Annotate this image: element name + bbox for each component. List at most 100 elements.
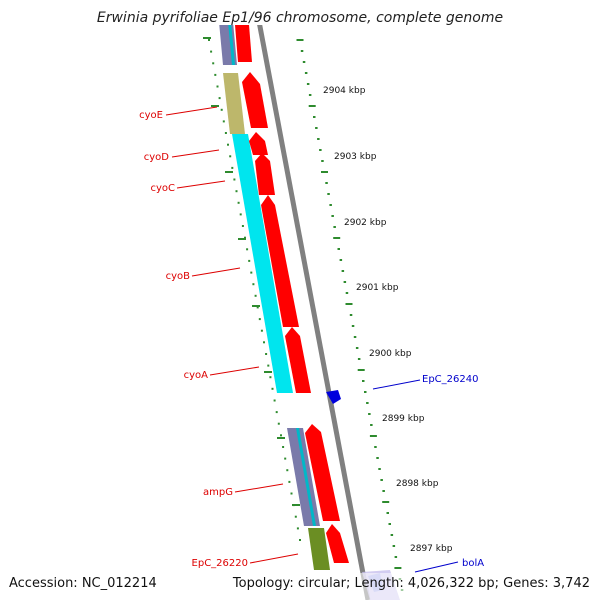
- inner-ruler-tick: [288, 480, 291, 483]
- inner-ruler-major-tick: [238, 238, 246, 240]
- inner-ruler-tick: [246, 248, 249, 251]
- gene-label-cyoD: cyoD: [144, 152, 170, 163]
- inner-ruler-major-tick: [292, 504, 300, 506]
- cds-block-top-stripe: [228, 25, 235, 65]
- inner-ruler-tick: [258, 318, 261, 321]
- gene-EpC_26240-arrow: [326, 390, 341, 404]
- outer-ruler-tick: [355, 347, 359, 349]
- inner-ruler-tick: [273, 399, 276, 402]
- inner-ruler-tick: [229, 155, 232, 158]
- outer-ruler-tick: [394, 567, 402, 569]
- inner-ruler-tick: [216, 85, 219, 88]
- outer-ruler-tick: [368, 413, 371, 415]
- outer-ruler-tick: [308, 94, 312, 96]
- leader-cyoE: [165, 106, 218, 116]
- cds-ampG-stripe: [296, 428, 316, 526]
- inner-ruler-tick: [254, 294, 257, 297]
- leader-EpC_26240: [372, 379, 421, 390]
- outer-ruler-tick: [337, 248, 340, 250]
- outer-ruler-tick: [364, 391, 367, 393]
- inner-ruler-tick: [222, 120, 225, 123]
- map-body: 2904 kbp 2903 kbp 2902 kbp 2901 kbp 2900…: [139, 25, 484, 600]
- outer-ruler-tick: [351, 325, 355, 327]
- outer-ruler-tick: [390, 534, 394, 536]
- inner-ruler-tick: [256, 306, 259, 309]
- gene-label-EpC_26240: EpC_26240: [422, 374, 478, 385]
- outer-ruler-tick: [345, 292, 349, 294]
- inner-ruler-major-tick: [203, 37, 211, 39]
- outer-ruler-tick: [333, 226, 336, 228]
- ruler-label-2897: 2897 kbp: [410, 544, 453, 554]
- outer-ruler-tick: [374, 446, 377, 448]
- outer-ruler-tick: [386, 512, 389, 514]
- ruler-label-2903: 2903 kbp: [334, 152, 377, 162]
- inner-ruler-tick: [265, 353, 268, 355]
- genome-summary-text: Topology: circular; Length: 4,026,322 bp…: [232, 576, 590, 591]
- outer-ruler-tick: [341, 270, 345, 272]
- inner-ruler-major-tick: [277, 437, 285, 439]
- ruler-label-2901: 2901 kbp: [356, 283, 399, 293]
- inner-ruler-tick: [241, 225, 244, 227]
- backbone-line: [257, 25, 371, 600]
- leader-cyoB: [191, 267, 241, 277]
- leader-bolA: [414, 561, 459, 573]
- outer-ruler-tick: [313, 116, 316, 118]
- inner-ruler-tick: [214, 73, 217, 76]
- outer-ruler-tick: [329, 204, 332, 206]
- gene-cyoA-arrow: [285, 327, 311, 393]
- gene-ampG-arrow: [305, 424, 340, 521]
- outer-ruler-tick: [343, 281, 347, 283]
- gene-cyoD-arrow: [249, 132, 268, 155]
- inner-ruler-major-tick: [264, 371, 272, 373]
- outer-ruler-tick: [300, 50, 304, 52]
- gene-label-cyoB: cyoB: [166, 271, 191, 282]
- outer-ruler-tick: [366, 402, 369, 404]
- outer-ruler-tick: [331, 215, 334, 217]
- inner-ruler-tick: [299, 539, 301, 541]
- outer-ruler-tick: [357, 358, 361, 360]
- outer-ruler-tick: [392, 545, 396, 547]
- outer-ruler-tick: [319, 149, 322, 151]
- leader-cyoA: [209, 366, 260, 376]
- gene-cyoB-arrow: [261, 195, 299, 327]
- inner-ruler-tick: [269, 376, 272, 379]
- gene-top-arrow: [235, 25, 252, 62]
- outer-ruler-tick: [308, 105, 316, 107]
- kbp-ruler: [203, 37, 404, 591]
- outer-ruler-tick: [302, 61, 306, 63]
- inner-ruler-tick: [227, 143, 229, 146]
- inner-ruler-tick: [294, 515, 297, 518]
- inner-ruler-tick: [235, 190, 238, 193]
- gene-label-cyoE: cyoE: [139, 110, 163, 121]
- leader-cyoC: [176, 180, 226, 189]
- leader-ampG: [234, 483, 284, 493]
- inner-ruler-tick: [290, 492, 293, 495]
- outer-ruler-tick: [321, 171, 328, 173]
- outer-ruler-tick: [378, 468, 381, 470]
- outer-ruler-tick: [380, 479, 383, 481]
- inner-ruler-tick: [218, 97, 221, 100]
- inner-ruler-tick: [267, 364, 270, 367]
- inner-ruler-tick: [280, 434, 282, 437]
- outer-ruler-tick: [327, 193, 330, 195]
- inner-ruler-tick: [237, 201, 240, 204]
- inner-ruler-tick: [224, 132, 227, 134]
- outer-ruler-tick: [321, 160, 324, 162]
- inner-ruler-tick: [212, 62, 215, 65]
- outer-ruler-tick: [382, 490, 385, 492]
- outer-ruler-tick: [369, 435, 377, 437]
- ruler-label-2899: 2899 kbp: [382, 414, 425, 424]
- inner-ruler-major-tick: [252, 305, 260, 307]
- outer-ruler-tick: [382, 501, 390, 503]
- accession-text: Accession: NC_012214: [9, 576, 157, 591]
- inner-ruler-tick: [231, 166, 234, 169]
- inner-ruler-major-tick: [211, 105, 219, 107]
- outer-ruler-tick: [325, 182, 328, 184]
- outer-ruler-tick: [362, 380, 365, 382]
- map-title: Erwinia pyrifoliae Ep1/96 chromosome, co…: [97, 10, 503, 26]
- outer-ruler-tick: [315, 127, 318, 129]
- leader-EpC_26220: [249, 553, 299, 564]
- inner-ruler-tick: [252, 283, 255, 286]
- outer-ruler-tick: [394, 556, 398, 558]
